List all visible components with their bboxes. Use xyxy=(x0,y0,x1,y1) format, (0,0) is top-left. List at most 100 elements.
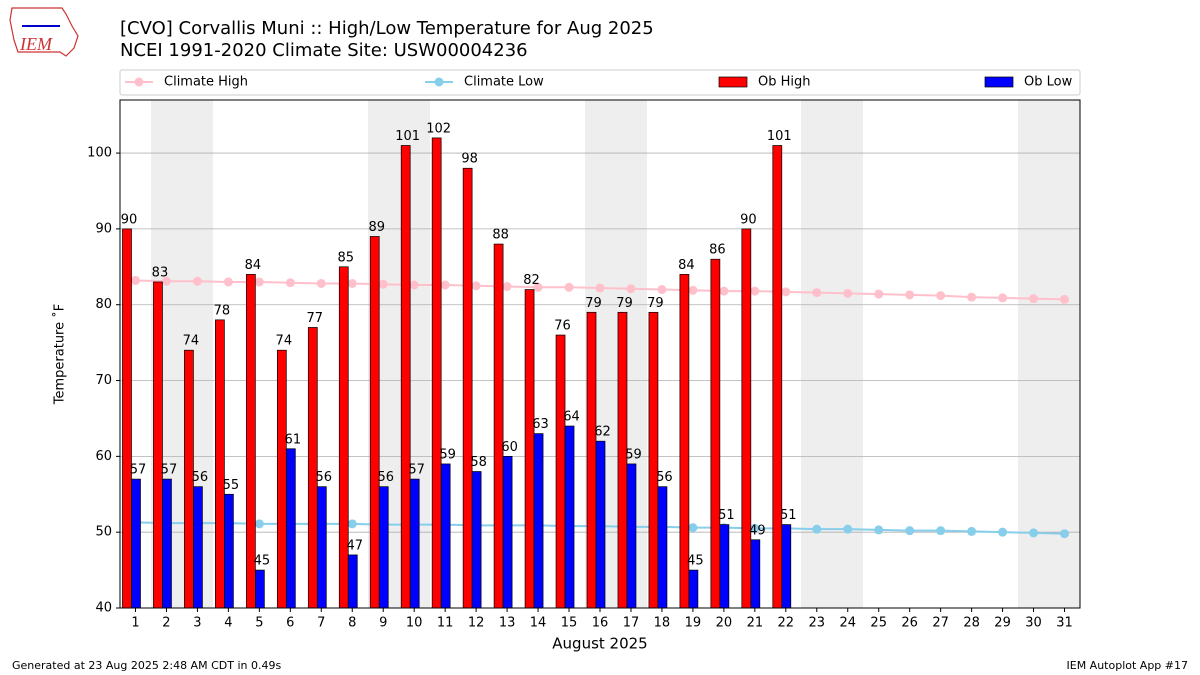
legend-label: Climate High xyxy=(164,75,248,90)
x-tick-label: 12 xyxy=(468,616,485,631)
x-tick-label: 28 xyxy=(963,616,980,631)
x-tick-label: 19 xyxy=(685,616,702,631)
legend-box xyxy=(119,69,1081,96)
data-label: 77 xyxy=(307,311,324,326)
chart-title: [CVO] Corvallis Muni :: High/Low Tempera… xyxy=(120,18,654,39)
point xyxy=(1060,294,1070,304)
point xyxy=(874,525,884,535)
point xyxy=(285,278,295,288)
plot-frame xyxy=(119,99,1081,609)
point xyxy=(843,288,853,298)
point xyxy=(750,523,760,533)
y-tick-label: 100 xyxy=(87,146,112,161)
bar xyxy=(564,425,575,609)
point xyxy=(161,276,171,286)
point xyxy=(812,288,822,298)
x-tick-label: 2 xyxy=(162,616,170,631)
bar xyxy=(719,524,730,609)
point xyxy=(998,527,1008,537)
bar xyxy=(493,243,504,609)
data-label: 79 xyxy=(647,296,664,311)
data-label: 57 xyxy=(130,463,147,478)
bar xyxy=(555,334,566,609)
x-tick-label: 27 xyxy=(932,616,949,631)
data-label: 98 xyxy=(461,152,478,167)
data-label: 82 xyxy=(523,273,540,288)
data-label: 90 xyxy=(740,212,757,227)
x-tick-label: 25 xyxy=(870,616,887,631)
data-label: 101 xyxy=(395,129,420,144)
point xyxy=(192,276,202,286)
legend-marker xyxy=(134,77,144,87)
bar xyxy=(462,167,473,609)
legend-label: Ob High xyxy=(758,75,811,90)
data-label: 57 xyxy=(408,463,425,478)
point xyxy=(967,292,977,302)
data-label: 51 xyxy=(718,508,735,523)
bar xyxy=(338,266,349,609)
x-tick-label: 16 xyxy=(592,616,609,631)
bar xyxy=(122,228,132,609)
data-label: 102 xyxy=(426,121,451,136)
x-tick-label: 7 xyxy=(317,616,325,631)
data-label: 59 xyxy=(625,447,642,462)
point xyxy=(471,281,481,291)
point xyxy=(998,293,1008,303)
logo-text: IEM xyxy=(19,34,53,54)
data-label: 57 xyxy=(161,463,178,478)
data-label: 45 xyxy=(687,554,704,569)
x-tick-label: 20 xyxy=(716,616,733,631)
bar xyxy=(586,311,597,609)
x-axis-label: August 2025 xyxy=(552,635,647,653)
logo-outline xyxy=(9,7,79,57)
point xyxy=(254,519,264,529)
shade xyxy=(1018,100,1080,608)
x-tick-label: 18 xyxy=(654,616,671,631)
bar xyxy=(224,493,234,609)
point xyxy=(905,526,915,536)
bar xyxy=(409,478,420,609)
x-tick-label: 29 xyxy=(994,616,1011,631)
x-tick-label: 4 xyxy=(224,616,232,631)
data-label: 63 xyxy=(532,417,549,432)
bar xyxy=(440,463,451,609)
x-tick-label: 24 xyxy=(839,616,856,631)
x-tick-label: 10 xyxy=(406,616,423,631)
point xyxy=(502,282,512,292)
point xyxy=(967,526,977,536)
x-tick-label: 8 xyxy=(348,616,356,631)
logo: IEM xyxy=(9,7,79,57)
bar xyxy=(162,478,172,609)
data-label: 84 xyxy=(678,258,695,273)
data-label: 84 xyxy=(245,258,262,273)
data-label: 83 xyxy=(152,265,169,280)
x-tick-label: 14 xyxy=(530,616,547,631)
point xyxy=(936,526,946,536)
y-tick-label: 80 xyxy=(95,297,112,312)
bar xyxy=(431,137,442,609)
bar xyxy=(648,311,659,609)
point xyxy=(347,519,357,529)
bar xyxy=(153,281,163,609)
point xyxy=(347,278,357,288)
bar xyxy=(502,456,513,609)
legend-label: Climate Low xyxy=(464,75,544,90)
point xyxy=(843,524,853,534)
bar xyxy=(347,554,358,609)
chart-subtitle: NCEI 1991-2020 Climate Site: USW00004236 xyxy=(120,40,528,61)
bar xyxy=(378,486,389,609)
point xyxy=(1029,294,1039,304)
point xyxy=(688,523,698,533)
data-label: 47 xyxy=(346,538,363,553)
data-label: 51 xyxy=(780,508,797,523)
bar xyxy=(533,433,544,609)
x-tick-label: 17 xyxy=(623,616,640,631)
point xyxy=(936,291,946,301)
data-label: 64 xyxy=(563,410,580,425)
data-label: 58 xyxy=(470,455,487,470)
data-label: 89 xyxy=(368,220,385,235)
point xyxy=(130,275,140,285)
bar xyxy=(316,486,327,609)
bar xyxy=(524,289,535,609)
point xyxy=(564,282,574,292)
